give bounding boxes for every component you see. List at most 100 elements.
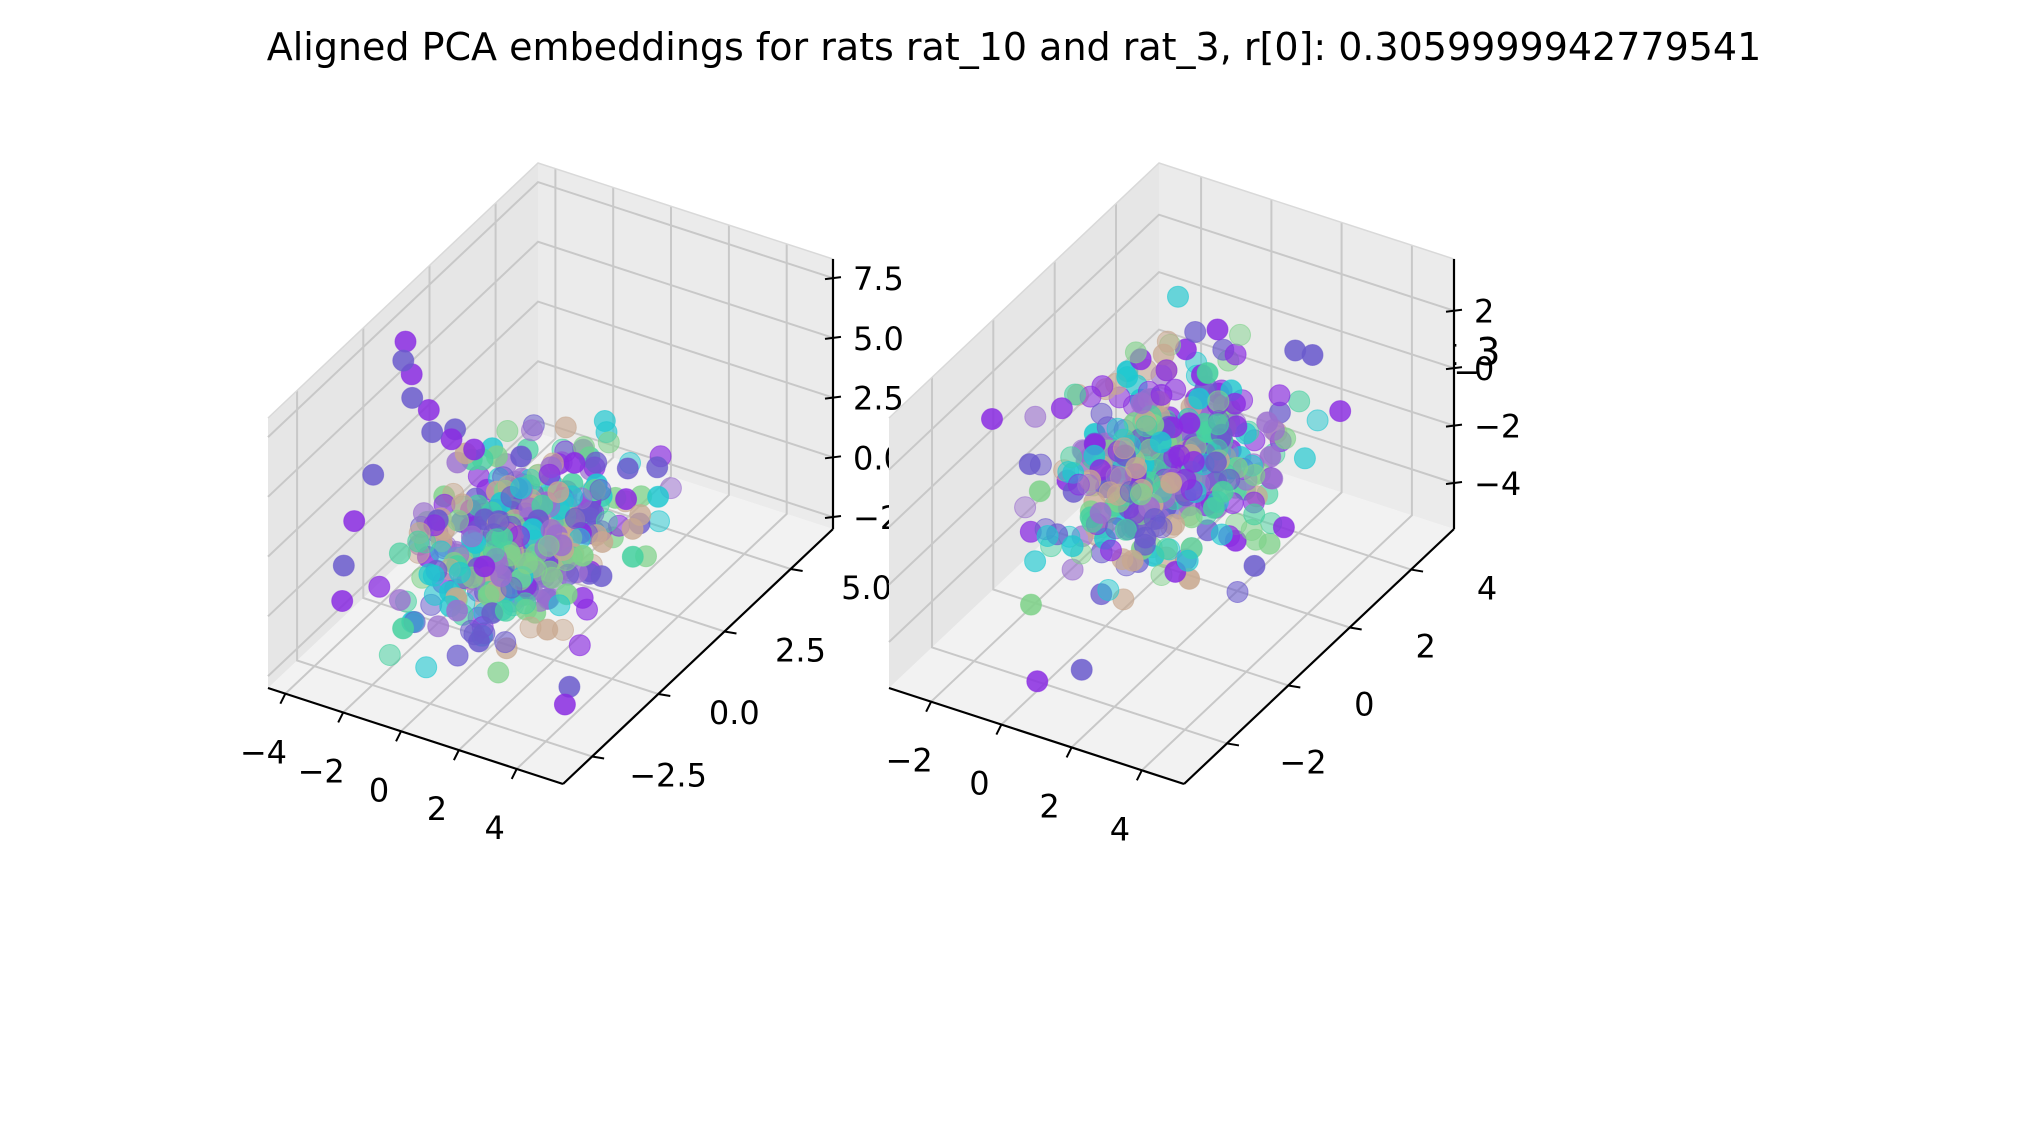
y-tick — [1288, 684, 1301, 689]
scatter-point — [1143, 508, 1166, 530]
scatter-point — [510, 477, 532, 500]
scatter-point — [332, 554, 355, 577]
gridline-y — [931, 377, 1228, 745]
x-tick-label: −2 — [298, 753, 345, 791]
x-axis-line — [267, 686, 564, 786]
y-tick-label: 2.5 — [775, 632, 826, 670]
scatter-point — [1067, 473, 1090, 496]
scatter-point — [1272, 516, 1295, 539]
z-tick — [1445, 423, 1463, 428]
x-axis-line — [888, 686, 1185, 786]
scatter-point — [1229, 323, 1251, 346]
scatter-point — [1029, 453, 1052, 476]
scatter-point — [446, 599, 469, 622]
scatter-point — [494, 599, 517, 622]
y-tick — [724, 630, 737, 635]
scatter-point — [514, 592, 537, 615]
scatter-point — [1206, 318, 1229, 341]
scatter-point — [1020, 593, 1042, 616]
z-tick — [824, 335, 842, 340]
z-tick — [1445, 308, 1463, 313]
scatter-point — [1061, 535, 1084, 558]
y-tick — [658, 693, 671, 697]
scatter-point — [1135, 415, 1158, 438]
scatter-point — [1261, 467, 1284, 490]
scatter-point — [564, 507, 587, 530]
y-tick-label: 0.0 — [709, 694, 760, 732]
scatter-point — [388, 542, 411, 565]
z-tick — [1445, 366, 1463, 371]
scatter-point — [401, 386, 424, 409]
scatter-point — [1114, 518, 1137, 541]
z-tick — [1445, 481, 1463, 486]
scatter-point — [538, 463, 561, 486]
scatter-point — [1070, 658, 1093, 681]
pane-left — [268, 163, 538, 688]
scatter-point — [392, 617, 415, 640]
scatter-point — [368, 575, 391, 598]
z-tick-label: −2 — [1474, 408, 1521, 446]
scatter-point — [571, 544, 594, 567]
x-tick — [925, 701, 933, 713]
scatter-point — [1090, 402, 1113, 425]
scatter-point — [597, 431, 620, 454]
y-axis-line — [562, 528, 834, 785]
scatter-point — [388, 589, 411, 611]
y-tick — [790, 568, 803, 572]
scatter-point — [589, 479, 612, 501]
scatter-point — [1106, 417, 1129, 440]
scatter-point — [590, 565, 613, 588]
x-tick-label: 0 — [969, 765, 989, 803]
scatter-point — [591, 531, 614, 553]
scatter-point — [421, 421, 444, 444]
x-tick — [1065, 746, 1073, 758]
scatter-point — [1089, 502, 1112, 524]
scatter-point — [460, 619, 482, 642]
scatter-point — [477, 584, 500, 607]
y-tick — [591, 755, 605, 760]
scatter-point — [1207, 390, 1230, 413]
scatter-point — [423, 583, 446, 606]
scatter-point — [494, 631, 517, 654]
x-tick-label: 2 — [427, 790, 447, 828]
scatter-point — [487, 661, 510, 684]
scatter-point — [1182, 450, 1205, 473]
scatter-point — [648, 510, 670, 533]
scatter-point — [1207, 413, 1229, 436]
scatter-point — [541, 566, 564, 589]
gridline-z — [267, 240, 834, 498]
x-tick — [510, 768, 518, 780]
z-tick — [824, 395, 842, 400]
z-tick — [824, 515, 842, 520]
y-tick-label: 5.0 — [841, 569, 892, 607]
scatter-point — [621, 517, 644, 540]
y-tick-label: −2.5 — [629, 757, 707, 795]
x-tick — [279, 693, 287, 705]
scatter-point — [568, 634, 591, 657]
y-tick — [1349, 626, 1362, 631]
scatter-point — [1205, 451, 1227, 474]
y-tick-label: 0 — [1354, 686, 1374, 724]
scatter-point — [417, 399, 440, 421]
scatter-point — [343, 510, 366, 533]
scatter-point — [1097, 579, 1120, 601]
scatter-point — [1014, 496, 1037, 519]
y-tick — [1410, 568, 1424, 573]
scatter-point — [981, 408, 1003, 430]
scatter-point — [1202, 496, 1225, 519]
y-tick-label: 2 — [1416, 628, 1436, 666]
scatter-point — [1100, 539, 1122, 562]
scatter-point — [1028, 480, 1051, 503]
scatter-point — [1176, 549, 1199, 572]
scatter-point — [415, 656, 438, 679]
scatter-point — [1149, 431, 1172, 454]
scatter-point — [519, 616, 542, 639]
scatter-point — [510, 445, 533, 468]
scatter-point — [1150, 383, 1173, 406]
scatter-point — [1124, 341, 1147, 364]
scatter-point — [621, 545, 644, 568]
scatter-point — [1130, 392, 1153, 415]
scatter-point — [1243, 554, 1266, 577]
scatter-point — [585, 451, 608, 474]
